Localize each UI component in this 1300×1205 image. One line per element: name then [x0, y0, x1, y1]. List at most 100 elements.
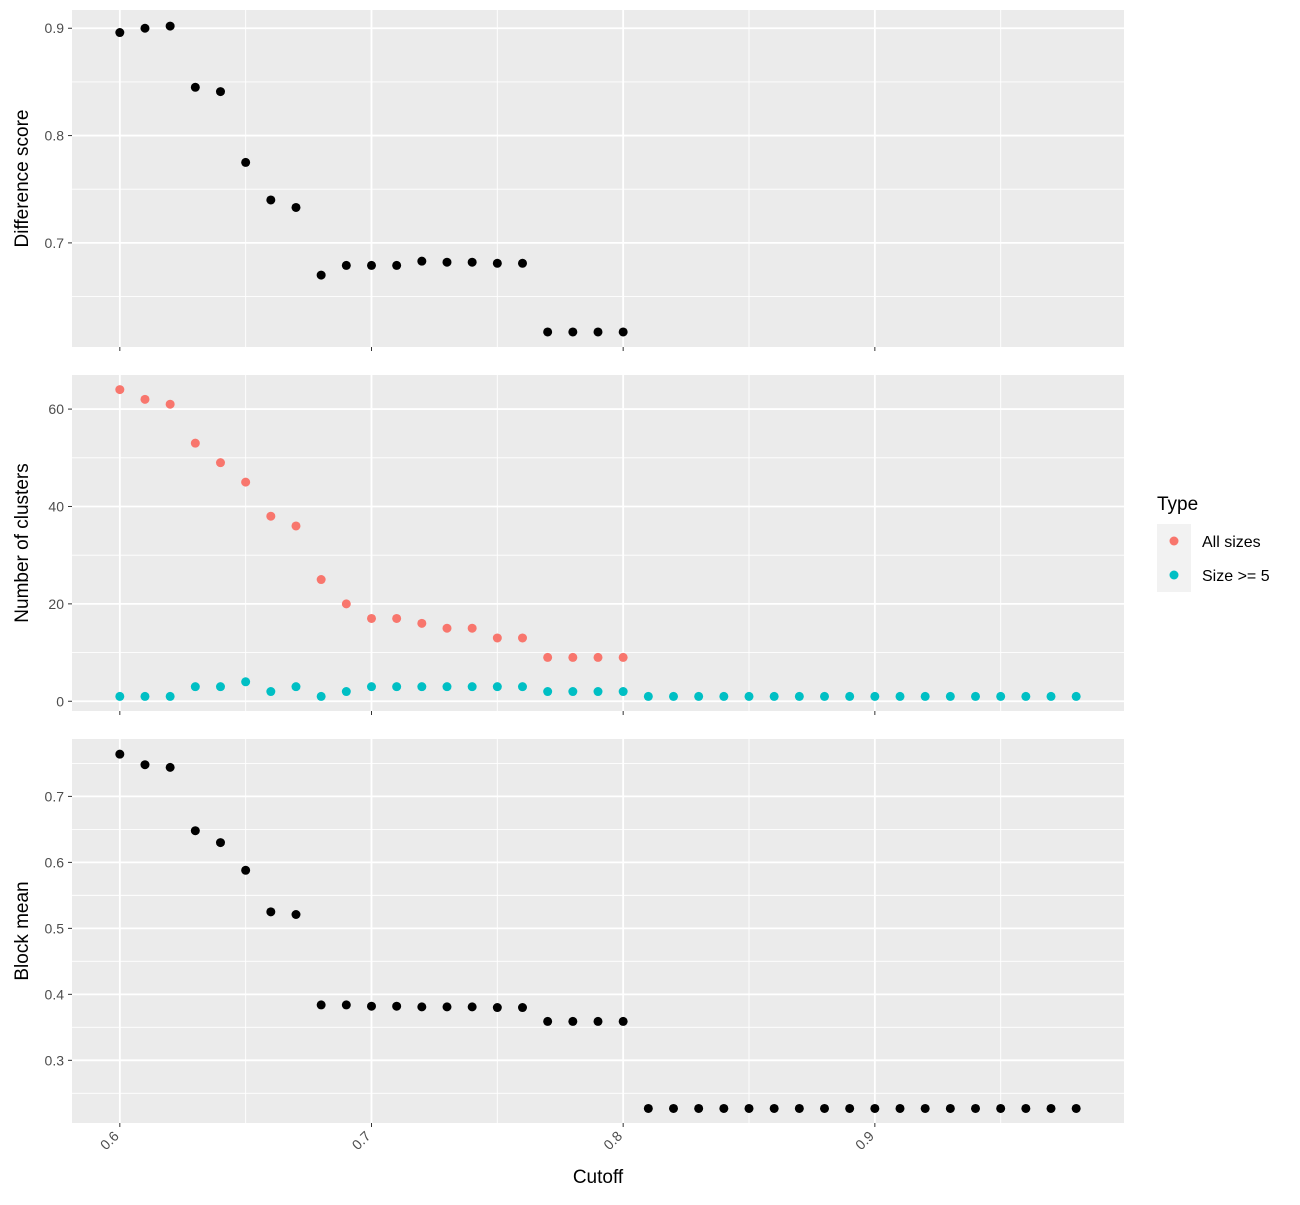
data-point [442, 682, 452, 692]
data-point [593, 687, 603, 697]
data-point [291, 202, 301, 212]
data-point [845, 691, 855, 701]
x-axis-title: Cutoff [573, 1167, 624, 1188]
data-point [895, 691, 905, 701]
data-point [417, 682, 427, 692]
data-point [341, 599, 351, 609]
y-tick-label: 0.7 [45, 788, 65, 804]
data-point [165, 21, 175, 31]
data-point [1046, 1103, 1056, 1113]
data-point [165, 691, 175, 701]
data-point [895, 1103, 905, 1113]
data-point [190, 826, 200, 836]
data-point [618, 652, 628, 662]
data-point [945, 1103, 955, 1113]
data-point [769, 691, 779, 701]
data-point [316, 575, 326, 585]
y-tick-label: 20 [48, 596, 64, 612]
x-tick-label: 0.6 [97, 1128, 122, 1153]
data-point [140, 760, 150, 770]
data-point [517, 633, 527, 643]
data-point [442, 1002, 452, 1012]
data-point [417, 1002, 427, 1012]
legend-title: Type [1157, 494, 1198, 515]
data-point [467, 1002, 477, 1012]
data-point [291, 910, 301, 920]
data-point [719, 1103, 729, 1113]
y-tick-label: 0.6 [45, 854, 65, 870]
data-point [794, 691, 804, 701]
data-point [1021, 691, 1031, 701]
y-tick-label: 40 [48, 498, 64, 514]
data-point [492, 633, 502, 643]
data-point [140, 691, 150, 701]
data-point [467, 623, 477, 633]
y-tick-label: 0 [56, 693, 64, 709]
data-point [115, 385, 125, 395]
data-point [643, 1103, 653, 1113]
data-point [870, 1103, 880, 1113]
data-point [115, 691, 125, 701]
legend-key-size-ge-5 [1169, 570, 1179, 580]
legend-key-all-sizes [1169, 536, 1179, 546]
data-point [920, 1103, 930, 1113]
data-point [417, 618, 427, 628]
data-point [568, 687, 578, 697]
data-point [492, 1003, 502, 1013]
data-point [845, 1103, 855, 1113]
data-point [442, 257, 452, 267]
y-tick-label: 60 [48, 401, 64, 417]
data-point [190, 82, 200, 92]
data-point [417, 256, 427, 266]
data-point [241, 677, 251, 687]
data-point [140, 394, 150, 404]
data-point [543, 327, 553, 337]
data-point [996, 1103, 1006, 1113]
data-point [467, 682, 477, 692]
data-point [165, 762, 175, 772]
data-point [593, 1016, 603, 1026]
x-tick-label: 0.7 [349, 1128, 374, 1153]
data-point [215, 87, 225, 97]
series-all-sizes [115, 385, 628, 662]
legend: Type All sizes Size >= 5 [1157, 494, 1270, 592]
data-point [316, 1000, 326, 1010]
y-axis-title: Difference score [12, 110, 33, 248]
data-point [115, 749, 125, 759]
data-point [467, 257, 477, 267]
data-point [996, 691, 1006, 701]
data-point [392, 613, 402, 623]
data-point [517, 1003, 527, 1013]
data-point [492, 258, 502, 268]
data-point [618, 327, 628, 337]
data-point [971, 691, 981, 701]
x-tick-label: 0.8 [600, 1128, 625, 1153]
series-size-5 [115, 677, 1081, 701]
data-point [669, 691, 679, 701]
y-tick-label: 0.7 [45, 235, 65, 251]
data-point [618, 687, 628, 697]
data-point [341, 687, 351, 697]
data-point [920, 691, 930, 701]
data-point [140, 23, 150, 33]
data-point [769, 1103, 779, 1113]
x-tick-label: 0.9 [852, 1128, 877, 1153]
y-tick-label: 0.4 [45, 986, 65, 1002]
data-point [341, 1000, 351, 1010]
y-tick-label: 0.3 [45, 1052, 65, 1068]
data-point [316, 270, 326, 280]
data-point [744, 1103, 754, 1113]
data-point [593, 327, 603, 337]
data-point [543, 652, 553, 662]
data-point [794, 1103, 804, 1113]
data-point [593, 652, 603, 662]
y-tick-label: 0.8 [45, 128, 65, 144]
data-point [341, 260, 351, 270]
panel-number-of-clusters: 0 20 40 60 Number of clusters [12, 375, 1124, 715]
data-point [241, 477, 251, 487]
series-difference-score [115, 21, 628, 337]
data-point [543, 687, 553, 697]
data-point [442, 623, 452, 633]
data-point [366, 682, 376, 692]
y-tick-label: 0.5 [45, 920, 65, 936]
